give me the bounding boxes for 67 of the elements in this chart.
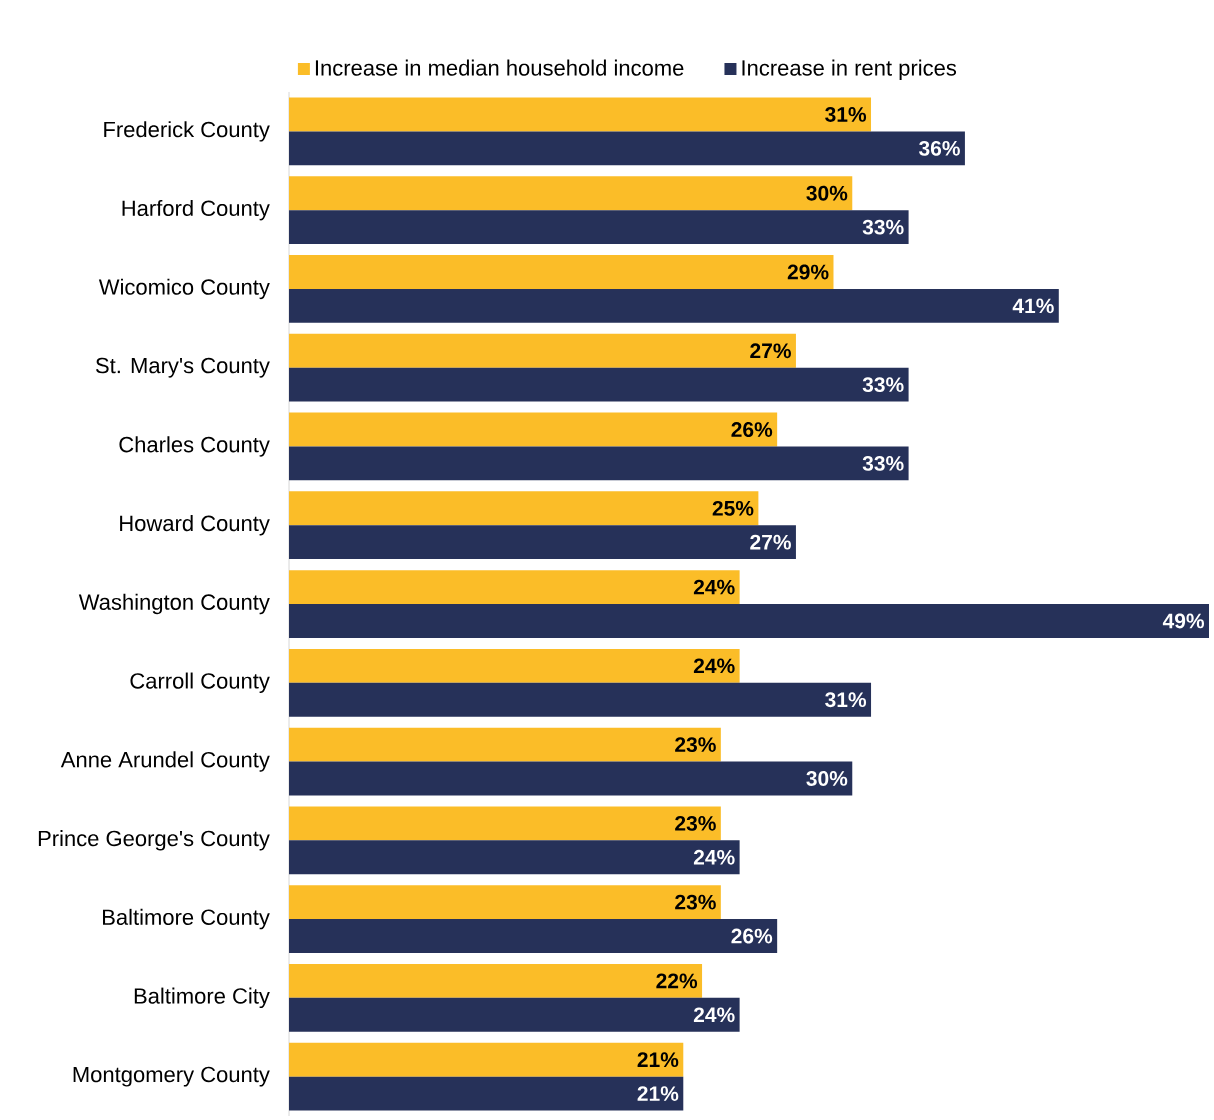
data-label: 41%: [1012, 298, 1054, 314]
y-tick-label: Frederick County: [104, 121, 270, 142]
bar: [289, 412, 778, 447]
y-tick-label: Baltimore County: [103, 908, 270, 930]
bar: [289, 255, 834, 289]
legend-label: Increase in median household income: [315, 59, 684, 76]
bar: [289, 367, 909, 402]
data-label: 23%: [675, 737, 716, 753]
data-label: 22%: [656, 973, 698, 989]
legend-label: Increase in rent prices: [742, 59, 957, 81]
data-label: 23%: [675, 894, 716, 910]
data-label: 49%: [1162, 613, 1205, 629]
data-label: 24%: [693, 849, 735, 865]
data-label: 33%: [862, 455, 904, 471]
y-tick-label: Prince George's County: [38, 830, 270, 851]
bar: [289, 806, 721, 841]
bar: [289, 648, 740, 683]
data-label: 24%: [693, 1007, 735, 1023]
y-tick-label: Washington County: [78, 593, 270, 615]
bar: [289, 210, 909, 245]
bar: [289, 288, 1059, 323]
bar: [289, 1076, 684, 1111]
bar: [289, 997, 740, 1032]
y-tick-label: Carroll County: [130, 672, 270, 694]
data-label: 29%: [787, 264, 829, 280]
bar: [289, 885, 721, 920]
data-label: 23%: [675, 815, 716, 831]
data-label: 24%: [693, 658, 735, 674]
bar: [289, 97, 872, 132]
bar: [289, 604, 1209, 638]
bar: [289, 727, 721, 762]
data-label: 27%: [750, 343, 791, 359]
y-tick-label: Wicomico County: [98, 278, 270, 300]
bar: [289, 176, 853, 211]
data-label: 25%: [712, 500, 754, 516]
data-label: 30%: [806, 771, 848, 786]
data-label: 36%: [918, 140, 960, 156]
y-tick-label: Montgomery County: [73, 1066, 270, 1087]
bar: [289, 446, 909, 481]
bar: [289, 682, 872, 717]
y-tick-label: St. Mary's County: [95, 357, 270, 378]
y-tick-label: Charles County: [119, 436, 270, 457]
bar: [289, 131, 965, 166]
data-label: 27%: [750, 534, 791, 550]
y-tick-label: Harford County: [122, 199, 270, 221]
data-label: 33%: [862, 219, 904, 235]
bar: [289, 919, 778, 953]
data-label: 21%: [637, 1052, 679, 1068]
data-label: 33%: [862, 377, 904, 393]
bar: [289, 333, 796, 368]
bar: [289, 1042, 684, 1077]
bar: [289, 570, 740, 604]
y-tick-label: Howard County: [120, 514, 270, 536]
bar: [289, 840, 740, 875]
data-label: 31%: [825, 692, 867, 708]
y-tick-label: Anne Arundel County: [60, 751, 270, 772]
data-label: 26%: [731, 928, 773, 944]
bar: [289, 963, 703, 998]
data-label: 31%: [825, 107, 867, 122]
data-label: 21%: [637, 1086, 679, 1101]
bar: [289, 491, 759, 526]
data-label: 24%: [693, 579, 735, 595]
y-tick-label: Baltimore City: [134, 987, 270, 1009]
bar: [289, 761, 853, 796]
data-label: 30%: [806, 185, 848, 201]
data-label: 26%: [731, 422, 773, 437]
bar: [289, 525, 796, 560]
